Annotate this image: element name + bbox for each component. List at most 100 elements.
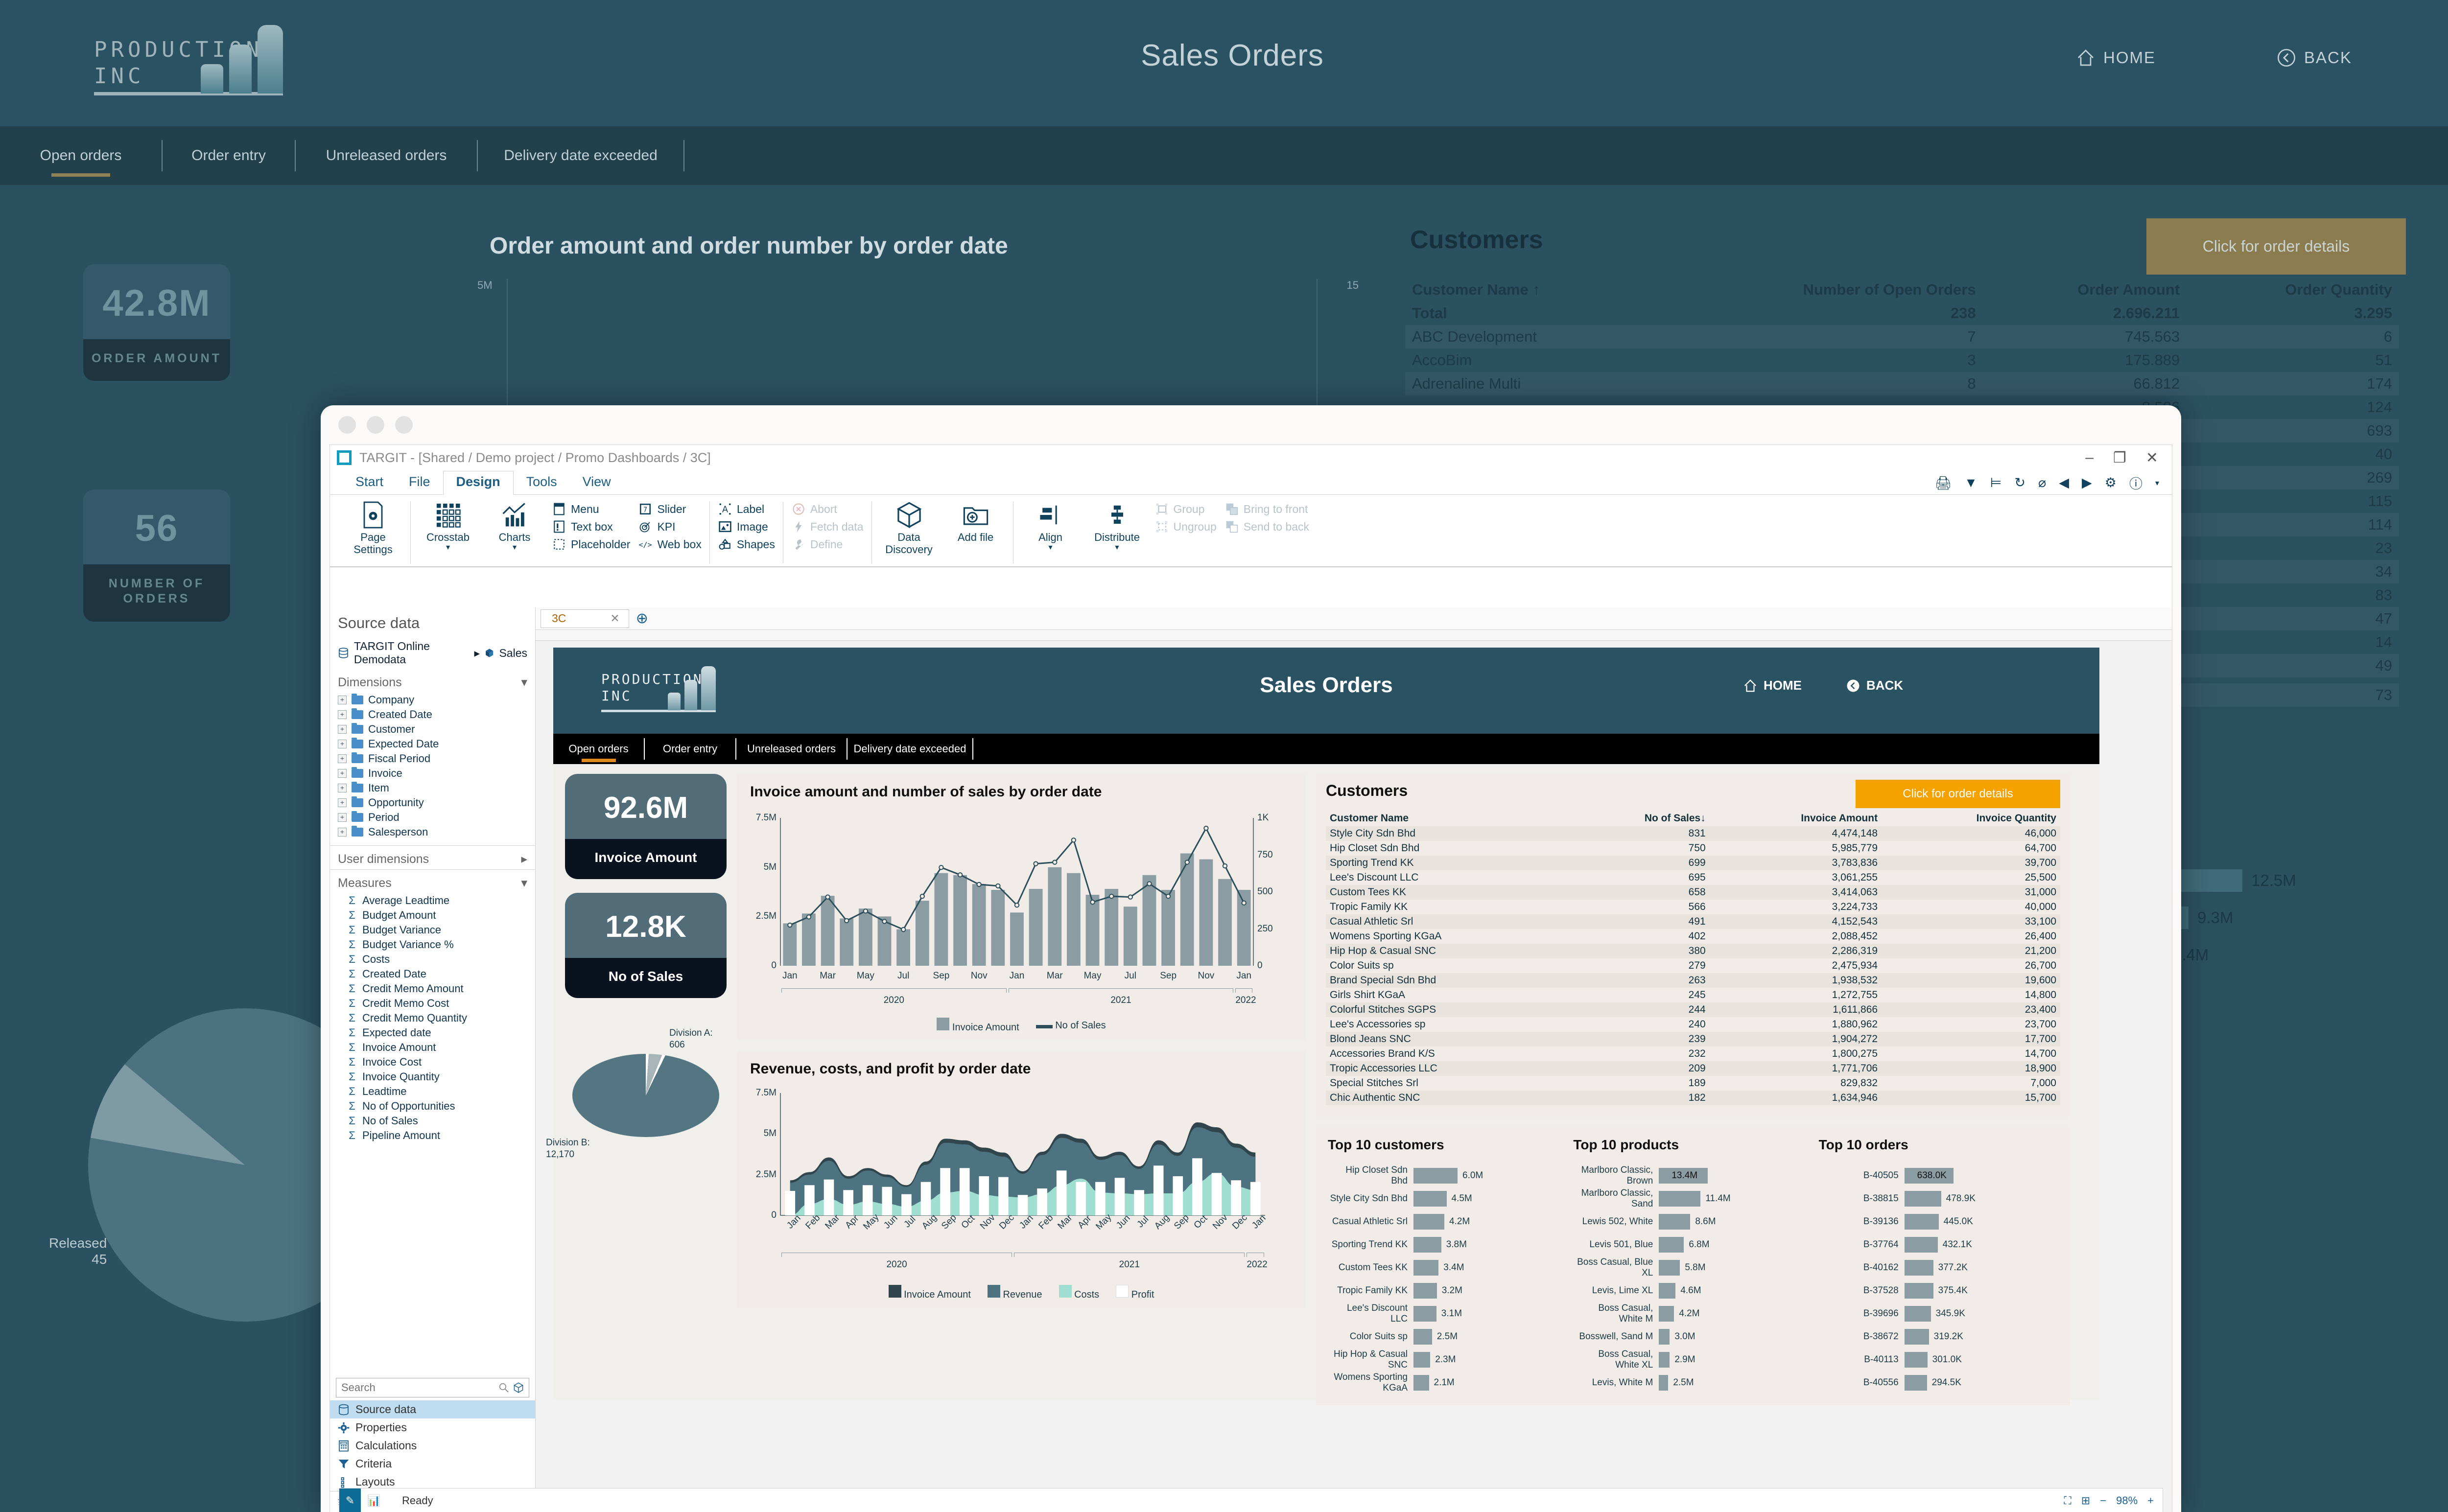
chart-revenue-costs-profit[interactable]: Revenue, costs, and profit by order date… (737, 1051, 1305, 1307)
chart-bar[interactable] (802, 913, 816, 966)
chart-point[interactable] (957, 872, 963, 878)
top10-row[interactable]: Tropic Family KK 3.2M (1328, 1280, 1567, 1301)
table-row[interactable]: Accessories Brand K/S 232 1,800,275 14,700 (1326, 1047, 2060, 1061)
col-invoice-quantity[interactable]: Invoice Quantity (1976, 813, 2056, 824)
chart-bar[interactable] (1105, 889, 1119, 966)
col-invoice-amount[interactable]: Invoice Amount (1801, 813, 1878, 824)
chart-point[interactable] (1241, 900, 1247, 906)
col-number-open-orders[interactable]: Number of Open Orders (1803, 281, 1976, 298)
add-tab-icon[interactable]: ⊕ (636, 610, 648, 627)
measure-item[interactable]: Σ No of Opportunities (330, 1099, 535, 1114)
chart-bar[interactable] (1180, 853, 1194, 966)
top10-row[interactable]: Sporting Trend KK 3.8M (1328, 1234, 1567, 1255)
info-icon[interactable]: ⓘ (2129, 477, 2142, 491)
kpi-button[interactable]: KPI (638, 519, 701, 534)
placeholder-button[interactable]: Placeholder (552, 537, 630, 552)
bar-profit[interactable] (862, 1185, 873, 1215)
text-box-button[interactable]: Text box (552, 519, 630, 534)
chart-point[interactable] (1165, 893, 1171, 899)
dimension-item[interactable]: + Fiscal Period (330, 751, 535, 766)
measure-item[interactable]: Σ Credit Memo Quantity (330, 1011, 535, 1025)
data-discovery-button[interactable]: Data Discovery (880, 499, 939, 556)
measure-item[interactable]: Σ Leadtime (330, 1084, 535, 1099)
chart-point[interactable] (939, 865, 944, 870)
crosstab-button[interactable]: Crosstab ▾ (419, 499, 477, 553)
kpi-invoice-amount[interactable]: 92.6M Invoice Amount (565, 774, 727, 879)
order-details-button[interactable]: Click for order details (1856, 780, 2060, 808)
nav-calculations[interactable]: Calculations (330, 1437, 535, 1455)
chevron-down-icon[interactable]: ▾ (1115, 543, 1119, 552)
bar-profit[interactable] (785, 1191, 796, 1215)
align-button[interactable]: Align ▾ (1021, 499, 1080, 553)
top10-row[interactable]: B-38815 478.9K (1819, 1188, 2058, 1209)
top10-row[interactable]: Style City Sdn Bhd 4.5M (1328, 1188, 1567, 1209)
close-icon[interactable]: ✕ (2145, 449, 2158, 466)
user-dimensions-header[interactable]: User dimensions ▸ (330, 845, 535, 869)
chart-point[interactable] (825, 894, 830, 900)
top10-row[interactable]: Lee's Discount LLC 3.1M (1328, 1303, 1567, 1324)
table-row[interactable]: Hip Closet Sdn Bhd 750 5,985,779 64,700 (1326, 841, 2060, 856)
menu-item-start[interactable]: Start (355, 474, 384, 489)
zoom-out-icon[interactable]: − (2100, 1494, 2107, 1507)
bar-profit[interactable] (1192, 1158, 1202, 1215)
expand-icon[interactable]: + (338, 710, 347, 719)
chart-point[interactable] (1128, 894, 1133, 900)
measure-item[interactable]: Σ Invoice Quantity (330, 1070, 535, 1084)
top10-row[interactable]: B-37764 432.1K (1819, 1234, 2058, 1255)
zoom-level[interactable]: 98% (2116, 1494, 2138, 1507)
chart-point[interactable] (1222, 863, 1228, 869)
table-row[interactable]: Chic Authentic SNC 182 1,634,946 15,700 (1326, 1091, 2060, 1105)
top10-row[interactable]: Hip Closet Sdn Bhd 6.0M (1328, 1165, 1567, 1186)
top10-row[interactable]: Marlboro Classic, Sand 11.4M (1573, 1188, 1812, 1209)
chart-bar[interactable] (877, 916, 892, 966)
dashboard-tab-delivery-date-exceeded[interactable]: Delivery date exceeded (847, 743, 972, 755)
top10-row[interactable]: Hip Hop & Casual SNC 2.3M (1328, 1349, 1567, 1370)
table-row[interactable]: Sporting Trend KK 699 3,783,836 39,700 (1326, 856, 2060, 870)
bar-profit[interactable] (1231, 1180, 1241, 1215)
chart-bar[interactable] (783, 923, 797, 966)
add-file-button[interactable]: Add file (946, 499, 1005, 543)
label-button[interactable]: A Label (718, 502, 775, 516)
chart-bar[interactable] (991, 890, 1005, 966)
cube-icon[interactable] (513, 1382, 524, 1393)
chart-point[interactable] (1014, 903, 1020, 908)
chart-bar[interactable] (1010, 912, 1024, 966)
dashboard-canvas[interactable]: PRODUCTION INC Sales Orders HOME (546, 648, 2099, 1405)
printer-icon[interactable]: 🖨 (1934, 475, 1952, 490)
table-row[interactable]: Style City Sdn Bhd 831 4,474,148 46,000 (1326, 826, 2060, 841)
dimension-item[interactable]: + Created Date (330, 707, 535, 722)
chart-bar[interactable] (1199, 859, 1213, 966)
dimension-item[interactable]: + Period (330, 810, 535, 825)
measure-item[interactable]: Σ Budget Variance % (330, 937, 535, 952)
chart-bar[interactable] (1085, 895, 1100, 966)
table-row[interactable]: Tropic Family KK 566 3,224,733 40,000 (1326, 900, 2060, 914)
background-tab-order-entry[interactable]: Order entry (163, 147, 295, 164)
expand-icon[interactable]: + (338, 754, 347, 763)
top10-row[interactable]: Womens Sporting KGaA 2.1M (1328, 1372, 1567, 1393)
top10-row[interactable]: B-40162 377.2K (1819, 1257, 2058, 1278)
chevron-down-icon[interactable]: ▾ (446, 543, 450, 552)
expand-icon[interactable]: + (338, 725, 347, 734)
bar-profit[interactable] (1114, 1178, 1125, 1215)
bar-profit[interactable] (804, 1185, 815, 1215)
chart-bar[interactable] (1161, 890, 1175, 966)
chart-point[interactable] (806, 914, 812, 920)
slider-button[interactable]: 7 Slider (638, 502, 701, 516)
expand-icon[interactable]: + (338, 769, 347, 778)
table-row[interactable]: Lee's Discount LLC 695 3,061,255 25,500 (1326, 870, 2060, 885)
col-no-of-sales[interactable]: No of Sales↓ (1644, 813, 1706, 824)
bar-profit[interactable] (1153, 1165, 1164, 1215)
top10-row[interactable]: Color Suits sp 2.5M (1328, 1326, 1567, 1347)
measure-item[interactable]: Σ No of Sales (330, 1114, 535, 1128)
table-row[interactable]: Womens Sporting KGaA 402 2,088,452 26,400 (1326, 929, 2060, 944)
bar-profit[interactable] (1056, 1170, 1067, 1215)
top10-row[interactable]: B-40505 638.0K (1819, 1165, 2058, 1186)
bar-profit[interactable] (1134, 1190, 1144, 1215)
fit-page-icon[interactable]: ⛶ (2064, 1494, 2071, 1507)
chart-mode-icon[interactable]: 📊 (367, 1494, 381, 1507)
chart-point[interactable] (1184, 860, 1190, 865)
table-row[interactable]: Girls Shirt KGaA 245 1,272,755 14,800 (1326, 988, 2060, 1002)
chart-bar[interactable] (1029, 889, 1043, 966)
chart-point[interactable] (787, 922, 793, 928)
bar-profit[interactable] (1095, 1182, 1106, 1215)
